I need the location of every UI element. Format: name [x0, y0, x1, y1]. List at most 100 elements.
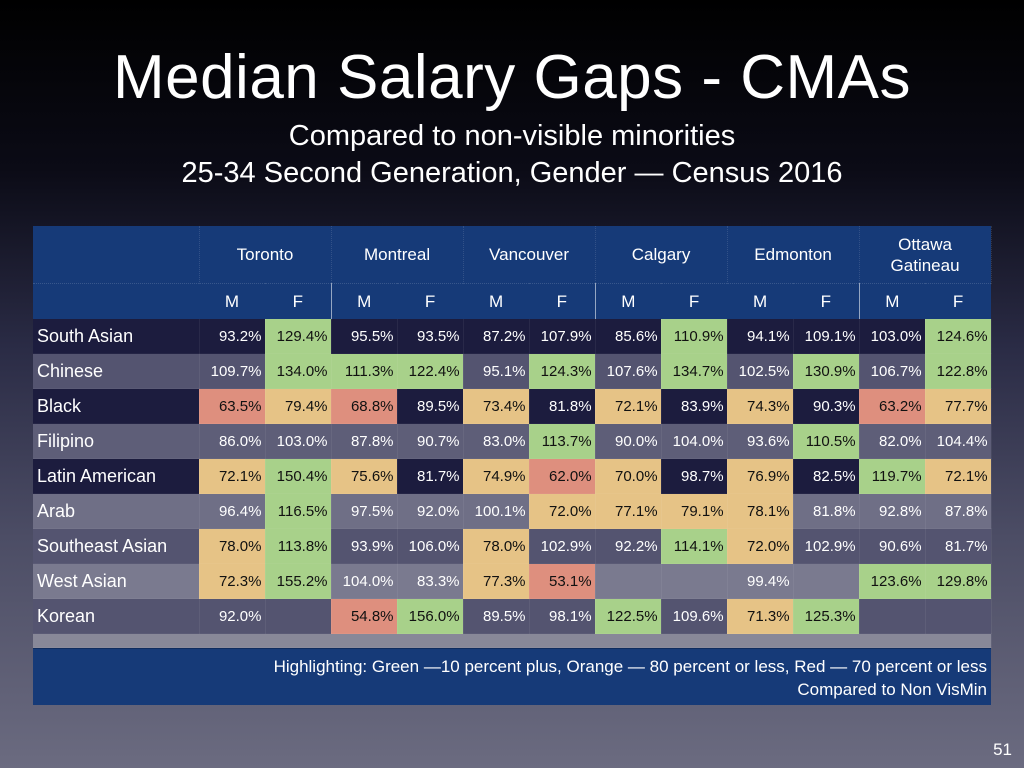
value-cell: [265, 598, 332, 634]
value-cell: 109.6%: [661, 598, 728, 634]
gender-header-m: M: [199, 283, 265, 319]
value-cell: 104.0%: [661, 423, 728, 459]
value-cell: 70.0%: [594, 458, 662, 494]
gender-header-m: M: [727, 283, 794, 319]
value-cell: 83.0%: [463, 423, 530, 459]
value-cell: 72.1%: [199, 458, 266, 494]
value-cell: [793, 563, 860, 599]
value-cell: 116.5%: [265, 493, 332, 529]
value-cell: 92.0%: [199, 598, 266, 634]
value-cell: 123.6%: [859, 563, 926, 599]
value-cell: 134.0%: [265, 353, 332, 389]
city-header-edmonton: Edmonton: [727, 226, 860, 284]
value-cell: 110.9%: [661, 319, 728, 354]
value-cell: 90.6%: [859, 528, 926, 564]
value-cell: 77.7%: [925, 388, 992, 424]
city-header-toronto: Toronto: [199, 226, 332, 284]
table-row: West Asian 72.3% 155.2% 104.0% 83.3% 77.3% 53.…: [33, 563, 992, 599]
value-cell: 85.6%: [594, 319, 662, 354]
value-cell: 94.1%: [727, 319, 794, 354]
slide-title: Median Salary Gaps - CMAs: [112, 43, 912, 112]
value-cell: 78.0%: [199, 528, 266, 564]
table-body: South Asian 93.2% 129.4% 95.5% 93.5% 87.2% 107…: [33, 319, 992, 648]
row-group-label: Korean: [33, 598, 200, 634]
value-cell: 113.8%: [265, 528, 332, 564]
table-spacer-row: [33, 633, 992, 648]
value-cell: 63.5%: [199, 388, 266, 424]
value-cell: 98.7%: [661, 458, 728, 494]
gender-header-f: F: [265, 283, 332, 319]
city-header-row: Toronto Montreal Vancouver Calgary Edmonton O…: [33, 226, 992, 284]
value-cell: 72.3%: [199, 563, 266, 599]
value-cell: 122.4%: [397, 353, 464, 389]
value-cell: [859, 598, 926, 634]
value-cell: 72.1%: [925, 458, 992, 494]
value-cell: 72.0%: [529, 493, 596, 529]
value-cell: 130.9%: [793, 353, 860, 389]
value-cell: 122.5%: [594, 598, 662, 634]
value-cell: 90.3%: [793, 388, 860, 424]
city-header-label: Vancouver: [489, 245, 570, 264]
gender-header-f: F: [529, 283, 596, 319]
value-cell: 102.5%: [727, 353, 794, 389]
slide-subtitle-line1: Compared to non-visible minorities: [288, 120, 736, 152]
value-cell: [925, 598, 992, 634]
value-cell: 129.8%: [925, 563, 992, 599]
salary-gap-table-container: Toronto Montreal Vancouver Calgary Edmonton O…: [33, 226, 992, 705]
value-cell: 96.4%: [199, 493, 266, 529]
value-cell: 97.5%: [330, 493, 398, 529]
value-cell: [661, 563, 728, 599]
value-cell: 77.3%: [463, 563, 530, 599]
value-cell: 89.5%: [397, 388, 464, 424]
value-cell: 104.4%: [925, 423, 992, 459]
table-row: Filipino 86.0% 103.0% 87.8% 90.7% 83.0% 113.7%…: [33, 423, 992, 459]
value-cell: 114.1%: [661, 528, 728, 564]
table-row: Korean 92.0% 54.8% 156.0% 89.5% 98.1% 122.5% 10…: [33, 598, 992, 634]
salary-gap-table: Toronto Montreal Vancouver Calgary Edmonton O…: [33, 226, 992, 648]
city-header-ottawa-gatineau: Ottawa Gatineau: [859, 226, 992, 284]
value-cell: 54.8%: [330, 598, 398, 634]
city-header-label: Calgary: [631, 245, 691, 264]
city-header-label: Montreal: [363, 245, 431, 264]
value-cell: 83.9%: [661, 388, 728, 424]
table-row: South Asian 93.2% 129.4% 95.5% 93.5% 87.2% 107…: [33, 319, 992, 354]
value-cell: 74.9%: [463, 458, 530, 494]
value-cell: 92.8%: [859, 493, 926, 529]
value-cell: 87.8%: [925, 493, 992, 529]
value-cell: 93.5%: [397, 319, 464, 354]
city-header-label: Toronto: [236, 245, 294, 264]
value-cell: 109.7%: [199, 353, 266, 389]
value-cell: 155.2%: [265, 563, 332, 599]
value-cell: 95.5%: [330, 319, 398, 354]
city-header-label: Gatineau: [890, 255, 960, 275]
value-cell: 109.1%: [793, 319, 860, 354]
value-cell: 92.0%: [397, 493, 464, 529]
value-cell: 104.0%: [330, 563, 398, 599]
value-cell: 92.2%: [594, 528, 662, 564]
value-cell: 134.7%: [661, 353, 728, 389]
value-cell: 81.8%: [793, 493, 860, 529]
gender-header-m: M: [330, 283, 398, 319]
value-cell: 63.2%: [859, 388, 926, 424]
table-row: Latin American 72.1% 150.4% 75.6% 81.7% 74.9%…: [33, 458, 992, 494]
value-cell: 72.1%: [594, 388, 662, 424]
value-cell: 95.1%: [463, 353, 530, 389]
value-cell: 86.0%: [199, 423, 266, 459]
value-cell: 77.1%: [594, 493, 662, 529]
value-cell: 129.4%: [265, 319, 332, 354]
comparison-note: Compared to Non VisMin: [797, 680, 987, 699]
city-header-calgary: Calgary: [595, 226, 728, 284]
value-cell: 82.0%: [859, 423, 926, 459]
city-header-montreal: Montreal: [331, 226, 464, 284]
value-cell: 93.9%: [330, 528, 398, 564]
city-header-label: Ottawa: [898, 234, 952, 254]
row-group-label: Arab: [33, 493, 200, 529]
value-cell: 78.1%: [727, 493, 794, 529]
value-cell: 93.6%: [727, 423, 794, 459]
value-cell: 124.6%: [925, 319, 992, 354]
value-cell: 98.1%: [529, 598, 596, 634]
corner-header-cell-2: [33, 283, 199, 319]
value-cell: 106.0%: [397, 528, 464, 564]
value-cell: 75.6%: [330, 458, 398, 494]
